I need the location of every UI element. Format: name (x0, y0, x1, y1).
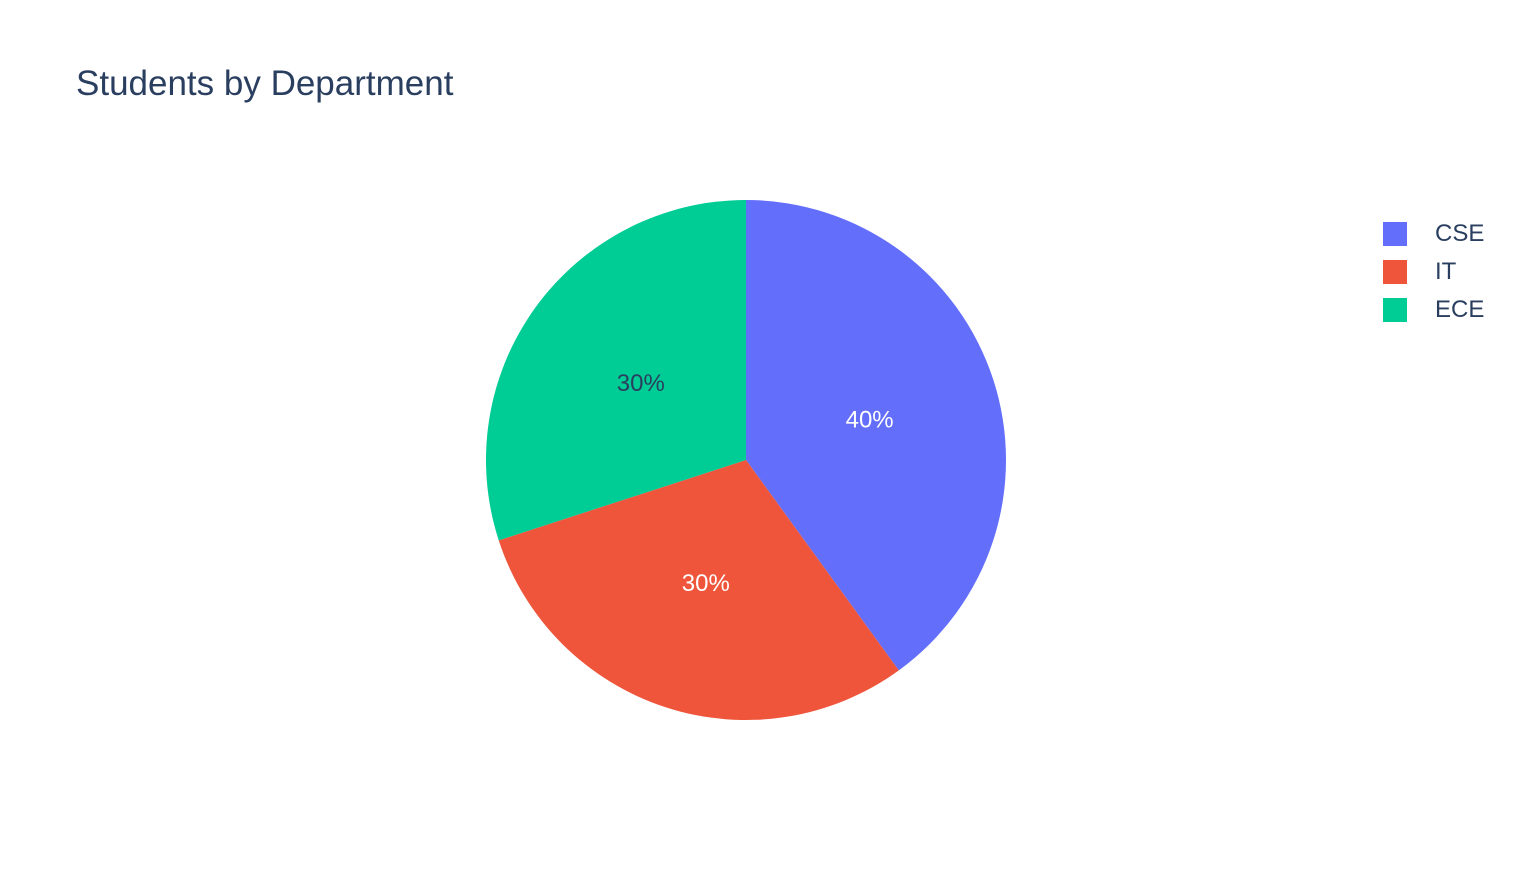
pie-slice-it[interactable] (498, 460, 899, 720)
legend-item-ece[interactable]: ECE (1383, 291, 1484, 329)
pie-slice-cse[interactable] (746, 200, 1006, 671)
legend[interactable]: CSE IT ECE (1383, 215, 1484, 329)
legend-label-it: IT (1435, 258, 1457, 285)
legend-label-ece: ECE (1435, 296, 1485, 323)
legend-swatch-cse (1383, 222, 1407, 246)
legend-item-cse[interactable]: CSE (1383, 215, 1484, 253)
legend-swatch-it (1383, 260, 1407, 284)
slice-label-ece: 30% (617, 370, 665, 397)
legend-swatch-ece (1383, 298, 1407, 322)
chart-title: Students by Department (76, 64, 454, 103)
legend-item-it[interactable]: IT (1383, 253, 1484, 291)
slice-label-it: 30% (682, 570, 730, 597)
legend-label-cse: CSE (1435, 220, 1485, 247)
pie-slice-ece[interactable] (486, 200, 746, 541)
slice-label-cse: 40% (846, 406, 894, 433)
